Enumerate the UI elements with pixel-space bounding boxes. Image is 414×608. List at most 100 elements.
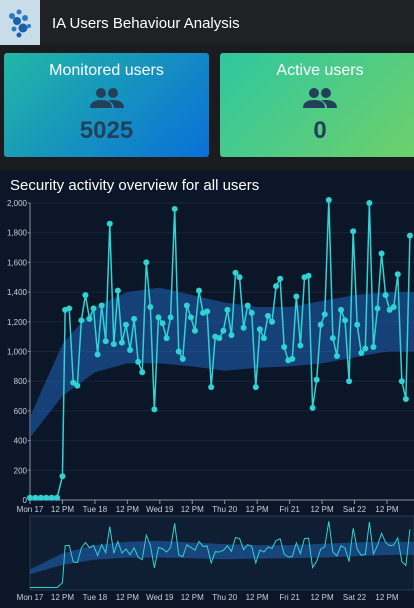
data-point bbox=[187, 314, 194, 321]
data-point bbox=[82, 292, 89, 299]
data-point bbox=[204, 308, 211, 315]
data-point bbox=[159, 320, 166, 327]
card: Monitored users 5025 bbox=[4, 53, 209, 157]
y-tick-label: 200 bbox=[14, 466, 28, 475]
data-point bbox=[224, 306, 231, 313]
data-point bbox=[321, 311, 328, 318]
x-tick-label: 12 PM bbox=[246, 505, 269, 514]
card-value: 5025 bbox=[79, 117, 134, 144]
data-point bbox=[362, 345, 369, 352]
data-point bbox=[43, 494, 50, 501]
data-point bbox=[305, 272, 312, 279]
data-point bbox=[406, 232, 413, 239]
card: Active users 0 bbox=[220, 53, 414, 157]
data-point bbox=[78, 317, 85, 324]
data-point bbox=[127, 347, 134, 354]
x-tick-label: 12 PM bbox=[181, 505, 204, 514]
data-point bbox=[350, 228, 357, 235]
navigator-tick-label: Tue 18 bbox=[83, 593, 108, 602]
data-point bbox=[163, 335, 170, 342]
x-tick-label: 12 PM bbox=[310, 505, 333, 514]
navigator-tick-label: Fri 21 bbox=[279, 593, 300, 602]
data-point bbox=[333, 352, 340, 359]
data-point bbox=[66, 305, 73, 312]
data-point bbox=[269, 318, 276, 325]
data-point bbox=[297, 342, 304, 349]
y-tick-label: 600 bbox=[14, 407, 28, 416]
data-point bbox=[236, 274, 243, 281]
navigator-tick-label: Mon 17 bbox=[17, 593, 44, 602]
data-point bbox=[179, 355, 186, 362]
navigator-tick-label: 12 PM bbox=[310, 593, 333, 602]
y-tick-label: 1,400 bbox=[7, 288, 28, 297]
navigator-tick-label: Sat 22 bbox=[343, 593, 367, 602]
logo bbox=[0, 0, 40, 45]
data-point bbox=[240, 324, 247, 331]
data-point bbox=[98, 302, 105, 309]
card-value: 0 bbox=[313, 117, 327, 144]
data-point bbox=[337, 306, 344, 313]
navigator-tick-label: 12 PM bbox=[181, 593, 204, 602]
data-point bbox=[293, 293, 300, 300]
data-point bbox=[196, 287, 203, 294]
data-point bbox=[183, 302, 190, 309]
data-point bbox=[390, 303, 397, 310]
data-point bbox=[398, 378, 405, 385]
x-tick-label: Sat 22 bbox=[343, 505, 367, 514]
data-point bbox=[102, 338, 109, 345]
x-tick-label: Tue 18 bbox=[83, 505, 108, 514]
navigator-tick-label: 12 PM bbox=[375, 593, 398, 602]
data-point bbox=[208, 384, 215, 391]
header: IA Users Behaviour Analysis bbox=[0, 0, 414, 45]
data-point bbox=[110, 341, 117, 348]
data-point bbox=[155, 314, 162, 321]
y-tick-label: 2,000 bbox=[7, 199, 28, 208]
data-point bbox=[281, 344, 288, 351]
data-point bbox=[366, 200, 373, 206]
data-point bbox=[325, 197, 332, 204]
data-point bbox=[139, 369, 146, 376]
data-point bbox=[123, 321, 129, 328]
data-point bbox=[171, 205, 178, 212]
data-point bbox=[147, 303, 154, 310]
data-point bbox=[191, 327, 198, 334]
x-tick-label: Mon 17 bbox=[17, 505, 44, 514]
data-point bbox=[167, 314, 174, 321]
navigator-tick-label: Thu 20 bbox=[212, 593, 237, 602]
data-point bbox=[346, 378, 353, 385]
data-point bbox=[309, 404, 316, 411]
data-point bbox=[106, 220, 113, 227]
data-point bbox=[114, 287, 121, 294]
x-tick-label: Thu 20 bbox=[212, 505, 237, 514]
navigator-tick-label: 12 PM bbox=[116, 593, 139, 602]
data-point bbox=[402, 396, 409, 403]
x-tick-label: Wed 19 bbox=[146, 505, 174, 514]
data-point bbox=[273, 283, 280, 290]
chart-title: Security activity overview for all users bbox=[10, 177, 259, 194]
app-title: IA Users Behaviour Analysis bbox=[52, 15, 240, 32]
y-tick-label: 1,600 bbox=[7, 258, 28, 267]
x-tick-label: 12 PM bbox=[116, 505, 139, 514]
data-point bbox=[135, 358, 142, 365]
data-point bbox=[90, 305, 97, 312]
y-tick-label: 800 bbox=[14, 377, 28, 386]
data-point bbox=[27, 494, 33, 501]
y-tick-label: 1,000 bbox=[7, 348, 28, 357]
data-point bbox=[244, 302, 251, 309]
navigator-line bbox=[30, 521, 411, 589]
data-point bbox=[216, 335, 223, 342]
data-point bbox=[74, 382, 81, 389]
users-icon bbox=[89, 88, 124, 108]
data-point bbox=[394, 271, 401, 278]
navigator-tick-label: 12 PM bbox=[51, 593, 74, 602]
navigator-tick-label: 12 PM bbox=[246, 593, 269, 602]
data-point bbox=[382, 292, 389, 299]
data-point bbox=[220, 327, 227, 334]
data-point bbox=[358, 349, 365, 356]
y-tick-label: 400 bbox=[14, 437, 28, 446]
data-point bbox=[378, 250, 385, 257]
data-point bbox=[342, 317, 349, 324]
data-point bbox=[32, 494, 39, 501]
cards: Monitored users 5025 Active users 0 bbox=[0, 45, 414, 170]
